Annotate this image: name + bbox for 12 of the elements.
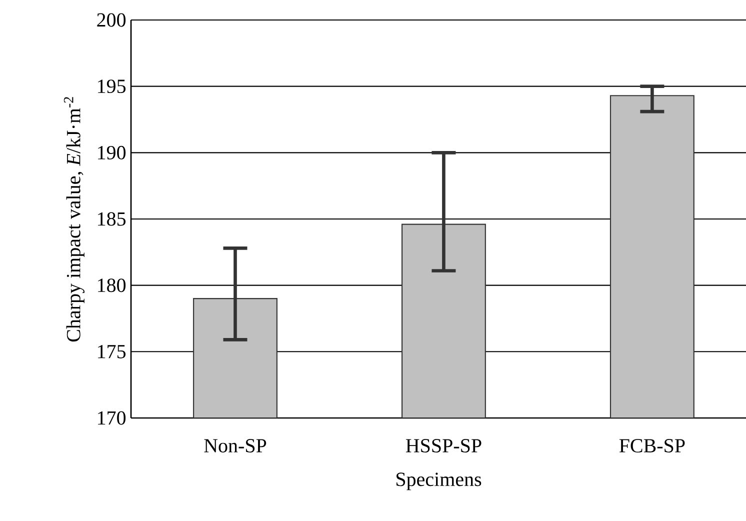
y-tick-label: 180 bbox=[98, 278, 126, 292]
y-axis-title: Charpy impact value, E/kJ·m$^{-2}$ bbox=[64, 97, 84, 342]
x-tick-label: HSSP-SP bbox=[406, 439, 482, 452]
y-tick-label: 195 bbox=[98, 80, 126, 94]
x-tick-label: Non-SP bbox=[204, 439, 266, 452]
x-axis-title: Specimens bbox=[396, 472, 482, 490]
y-tick-label: 185 bbox=[98, 212, 126, 226]
x-tick-label: FCB-SP bbox=[619, 439, 685, 452]
y-tick-label: 175 bbox=[98, 344, 126, 358]
y-tick-label: 170 bbox=[98, 411, 126, 425]
y-tick-label: 200 bbox=[97, 13, 126, 27]
y-tick-label: 190 bbox=[98, 146, 126, 160]
